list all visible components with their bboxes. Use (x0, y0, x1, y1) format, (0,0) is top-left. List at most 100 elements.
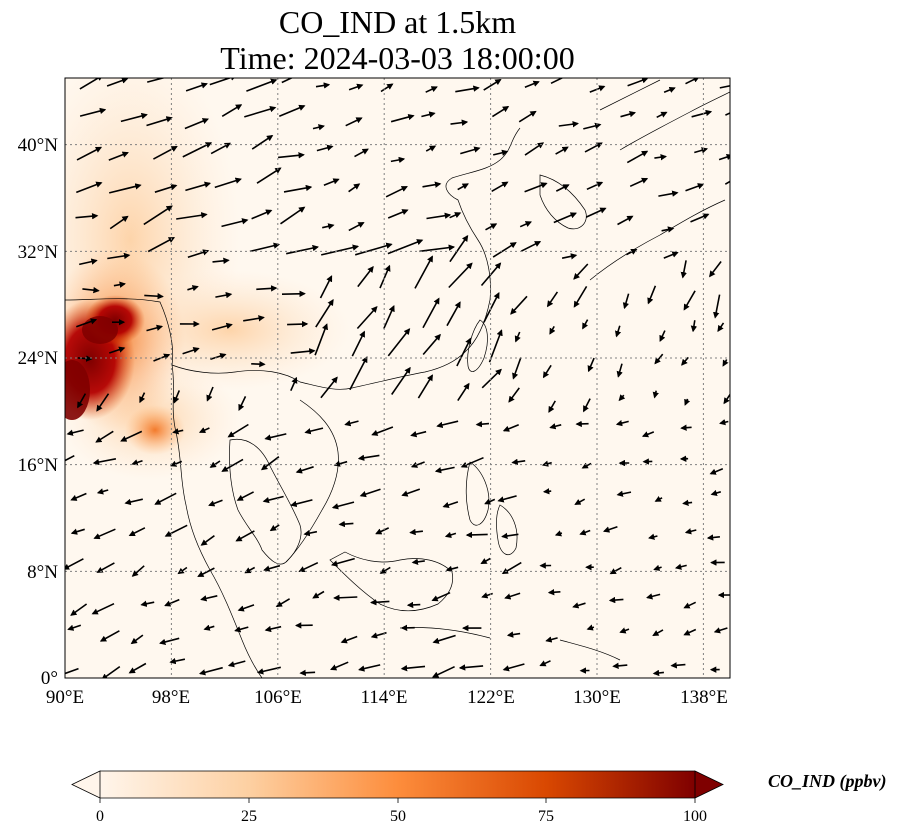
wind-arrow (153, 145, 178, 160)
wind-arrow (77, 355, 93, 362)
wind-arrow (584, 142, 603, 153)
wind-arrow (95, 430, 114, 443)
wind-arrow (724, 180, 730, 185)
wind-arrow (379, 264, 391, 289)
wind-arrow (82, 286, 100, 294)
wind-arrow (583, 122, 602, 130)
wind-arrow (120, 430, 143, 442)
wind-arrow (480, 557, 491, 565)
wind-arrow (658, 190, 679, 197)
wind-arrow (251, 134, 274, 150)
wind-arrow (445, 565, 459, 573)
wind-arrow (553, 212, 577, 224)
wind-arrow (586, 624, 595, 631)
wind-arrow (694, 147, 709, 154)
wind-arrow (491, 181, 509, 192)
wind-arrow (457, 382, 470, 402)
wind-arrow (518, 110, 537, 123)
colorbar-tick-label: 75 (538, 808, 554, 825)
wind-arrow (573, 285, 588, 308)
wind-arrow (548, 400, 556, 413)
wind-arrow (278, 104, 306, 118)
wind-arrow (96, 393, 110, 412)
wind-arrow (506, 631, 521, 638)
wind-arrow (616, 490, 632, 497)
wind-arrow (185, 82, 208, 92)
wind-arrow (263, 564, 281, 572)
wind-arrow (246, 78, 278, 92)
wind-arrow (65, 558, 84, 570)
wind-vectors (65, 78, 730, 678)
wind-arrow (70, 528, 85, 535)
wind-arrow (385, 185, 408, 198)
colorbar-label: CO_IND (ppbv) (768, 771, 887, 791)
wind-arrow (96, 488, 109, 495)
wind-arrow (622, 293, 630, 310)
plot-area (65, 78, 730, 678)
wind-arrow (444, 531, 457, 538)
wind-arrow (146, 116, 173, 127)
y-tick-label: 24°N (18, 348, 59, 369)
wind-arrow (426, 212, 452, 220)
wind-arrow (626, 248, 638, 256)
wind-arrow (713, 627, 728, 634)
wind-arrow (312, 590, 325, 599)
x-axis: 90°E 98°E 106°E 114°E 122°E 130°E 138°E (46, 687, 728, 708)
wind-arrow (244, 106, 277, 118)
wind-arrow (481, 368, 502, 389)
wind-arrow (442, 501, 459, 509)
wind-arrow (390, 156, 406, 164)
wind-arrow (684, 528, 697, 535)
wind-arrow (351, 330, 366, 357)
wind-arrow (260, 456, 280, 471)
wind-arrow (524, 182, 548, 193)
wind-arrow (493, 149, 509, 156)
wind-arrow (184, 118, 209, 130)
wind-arrow (422, 297, 440, 329)
wind-arrow (256, 666, 281, 675)
wind-arrow (316, 144, 334, 152)
y-tick-label: 40°N (18, 135, 59, 156)
wind-arrow (124, 498, 143, 506)
x-tick-label: 98°E (152, 687, 190, 708)
wind-arrow (450, 119, 469, 126)
y-axis: 0° 8°N 16°N 24°N 32°N 40°N (18, 135, 59, 689)
wind-arrow (539, 660, 551, 667)
wind-arrow (456, 337, 472, 367)
wind-arrow (674, 563, 687, 570)
wind-arrow (457, 183, 469, 191)
wind-arrow (182, 347, 200, 355)
wind-arrow (654, 495, 663, 502)
wind-arrow (465, 531, 488, 539)
wind-arrow (295, 466, 314, 474)
wind-arrow (164, 524, 188, 537)
wind-arrow (221, 458, 244, 472)
wind-arrow (419, 244, 456, 253)
wind-arrow (93, 528, 116, 540)
wind-arrow (460, 146, 481, 155)
wind-arrow (333, 594, 358, 601)
wind-arrow (709, 468, 724, 475)
gridlines (65, 78, 730, 678)
wind-arrow (561, 253, 578, 260)
wind-arrow (371, 426, 394, 436)
wind-arrow (627, 78, 649, 87)
wind-arrow (338, 520, 354, 528)
wind-arrow (432, 634, 456, 644)
wind-arrow (411, 558, 425, 565)
wind-arrow (434, 466, 455, 474)
x-tick-label: 114°E (361, 687, 408, 708)
wind-arrow (431, 591, 451, 602)
wind-arrow (421, 111, 436, 118)
wind-arrow (706, 534, 720, 541)
title-line-2: Time: 2024-03-03 18:00:00 (220, 40, 575, 76)
wind-arrow (581, 462, 592, 469)
wind-arrow (249, 242, 281, 253)
wind-arrow (290, 348, 316, 355)
y-tick-label: 32°N (18, 242, 59, 263)
wind-arrow (131, 459, 143, 466)
wind-arrow (143, 205, 173, 226)
wind-arrow (475, 420, 490, 428)
wind-arrow (653, 564, 662, 571)
wind-arrow (79, 258, 98, 266)
